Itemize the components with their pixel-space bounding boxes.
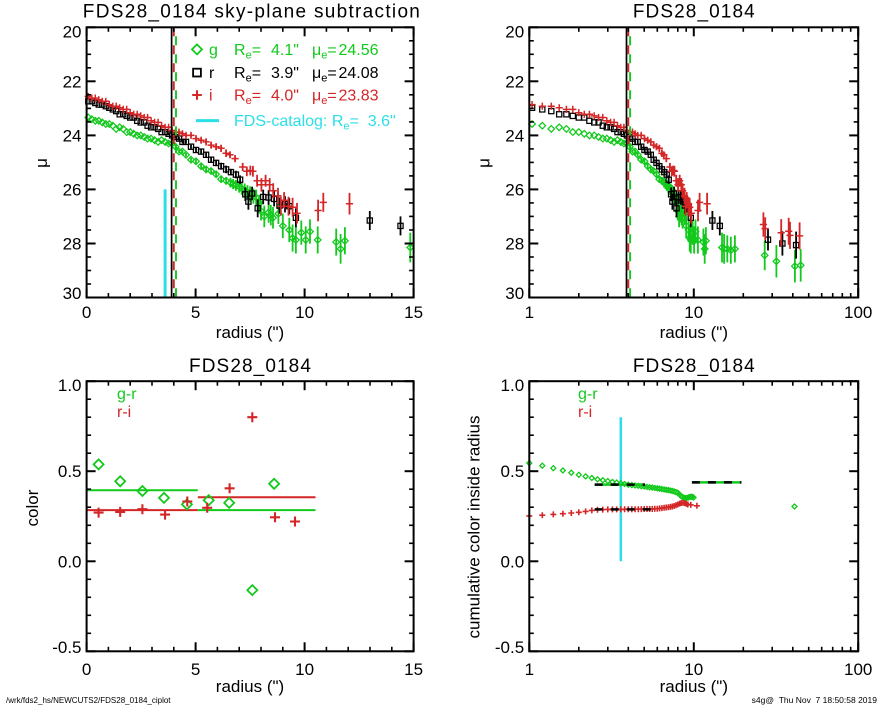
svg-text:26: 26 <box>63 180 82 199</box>
svg-text:28: 28 <box>505 234 524 253</box>
svg-text:10: 10 <box>295 660 314 679</box>
svg-text:28: 28 <box>63 234 82 253</box>
svg-text:0.5: 0.5 <box>58 462 82 481</box>
svg-text:radius ("): radius (") <box>216 323 284 342</box>
svg-text:22: 22 <box>63 72 82 91</box>
svg-text:20: 20 <box>63 22 82 41</box>
svg-text:μe=: μe= <box>312 65 337 85</box>
svg-text:-0.5: -0.5 <box>52 638 81 657</box>
svg-text:4.0": 4.0" <box>271 88 299 105</box>
svg-text:radius ("): radius (") <box>660 323 728 342</box>
svg-text:0: 0 <box>82 660 91 679</box>
svg-text:1.0: 1.0 <box>501 376 525 395</box>
svg-text:3.9": 3.9" <box>271 65 299 82</box>
svg-text:Re=: Re= <box>234 88 261 108</box>
svg-text:15: 15 <box>404 303 423 322</box>
svg-text:10: 10 <box>684 660 703 679</box>
svg-text:s4g@ Thu Nov 7 18:50:58 2019: s4g@ Thu Nov 7 18:50:58 2019 <box>752 695 878 705</box>
svg-text:24.56: 24.56 <box>339 42 379 59</box>
svg-text:μ: μ <box>32 158 51 168</box>
svg-text:radius ("): radius (") <box>660 677 728 696</box>
svg-text:22: 22 <box>505 72 524 91</box>
svg-text:10: 10 <box>684 303 703 322</box>
svg-text:100: 100 <box>844 660 872 679</box>
svg-text:0.0: 0.0 <box>58 552 82 571</box>
svg-text:FDS28_0184: FDS28_0184 <box>189 356 312 377</box>
svg-text:r-i: r-i <box>578 404 592 421</box>
svg-text:FDS28_0184 sky-plane subtracti: FDS28_0184 sky-plane subtraction <box>83 2 421 23</box>
svg-text:100: 100 <box>844 303 872 322</box>
svg-text:g-r: g-r <box>578 386 598 403</box>
svg-text:g-r: g-r <box>117 386 137 403</box>
svg-text:30: 30 <box>505 284 524 303</box>
svg-text:10: 10 <box>295 303 314 322</box>
svg-text:24: 24 <box>63 126 82 145</box>
svg-text:FDS28_0184: FDS28_0184 <box>633 2 756 23</box>
svg-text:r-i: r-i <box>117 404 131 421</box>
svg-text:μe=: μe= <box>312 88 337 108</box>
svg-text:5: 5 <box>191 660 200 679</box>
svg-text:Re=: Re= <box>234 42 261 62</box>
svg-text:FDS28_0184: FDS28_0184 <box>633 356 756 377</box>
svg-text:1: 1 <box>525 660 534 679</box>
svg-text:30: 30 <box>63 284 82 303</box>
svg-text:FDS-catalog: Re= 3.6": FDS-catalog: Re= 3.6" <box>234 113 396 133</box>
svg-text:Re=: Re= <box>234 65 261 85</box>
svg-text:0: 0 <box>82 303 91 322</box>
svg-text:0.0: 0.0 <box>501 552 525 571</box>
svg-text:-0.5: -0.5 <box>495 638 524 657</box>
svg-text:/wrk/fds2_hs/NEWCUTS2/FDS28_01: /wrk/fds2_hs/NEWCUTS2/FDS28_0184_ciplot <box>6 696 171 705</box>
svg-text:g: g <box>209 42 218 59</box>
svg-text:24.08: 24.08 <box>339 65 379 82</box>
svg-text:1.0: 1.0 <box>58 376 82 395</box>
svg-text:4.1": 4.1" <box>271 42 299 59</box>
svg-text:26: 26 <box>505 180 524 199</box>
svg-text:5: 5 <box>191 303 200 322</box>
svg-text:μ: μ <box>475 158 494 168</box>
svg-text:cumulative color inside radius: cumulative color inside radius <box>465 416 484 639</box>
svg-text:color: color <box>23 489 42 526</box>
svg-text:20: 20 <box>505 22 524 41</box>
svg-text:r: r <box>209 65 215 82</box>
svg-text:15: 15 <box>404 660 423 679</box>
svg-text:radius ("): radius (") <box>216 677 284 696</box>
svg-text:1: 1 <box>525 303 534 322</box>
svg-text:μe=: μe= <box>312 42 337 62</box>
svg-text:0.5: 0.5 <box>501 462 525 481</box>
svg-text:i: i <box>209 88 213 105</box>
svg-text:24: 24 <box>505 126 524 145</box>
svg-text:23.83: 23.83 <box>339 88 379 105</box>
